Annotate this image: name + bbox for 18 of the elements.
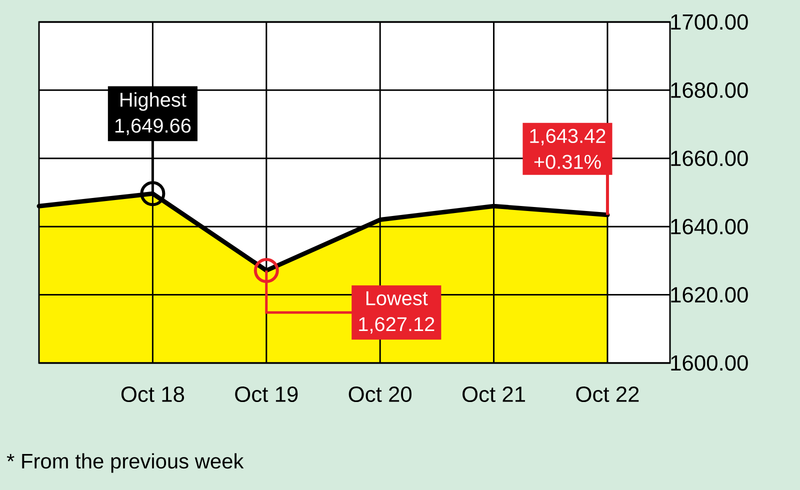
text: * From the previous week <box>6 453 244 473</box>
x-tick-label: Oct 18 <box>121 386 184 402</box>
annotation: 1,627.12 <box>359 317 434 334</box>
annotation: 1,643.42 <box>530 128 606 146</box>
x-tick-label: Oct 22 <box>576 386 639 402</box>
annotation: Highest <box>120 92 186 111</box>
y-tick-label: 1660.00 <box>671 150 748 166</box>
y-tick-label: 1640.00 <box>671 218 748 234</box>
annotation: Lowest <box>366 291 428 306</box>
x-tick-label: Oct 21 <box>462 386 525 402</box>
y-tick-label: 1700.00 <box>671 14 748 30</box>
x-tick-label: Oct 20 <box>348 386 412 402</box>
annotation: +0.31% <box>534 154 601 169</box>
y-tick-label: 1600.00 <box>671 355 748 371</box>
annotation: 1,649.66 <box>115 118 191 136</box>
y-tick-label: 1680.00 <box>671 82 748 98</box>
x-tick-label: Oct 19 <box>235 386 298 402</box>
y-tick-label: 1620.00 <box>671 287 748 303</box>
